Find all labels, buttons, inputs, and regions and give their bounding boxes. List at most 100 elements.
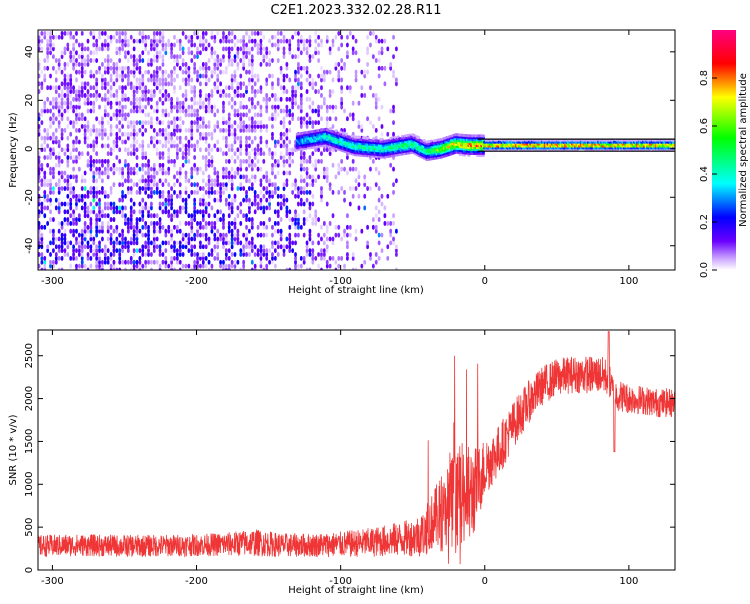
heatmap-cell xyxy=(204,38,208,44)
heatmap-cell xyxy=(242,81,246,87)
heatmap-cell xyxy=(175,240,179,246)
heatmap-cell xyxy=(103,69,107,75)
heatmap-cell xyxy=(196,182,199,188)
heatmap-cell xyxy=(210,69,214,75)
heatmap-cell xyxy=(126,151,130,157)
heatmap-cell xyxy=(150,259,153,265)
heatmap-cell xyxy=(227,201,231,207)
heatmap-cell xyxy=(129,166,133,172)
heatmap-cell xyxy=(239,248,243,254)
heatmap-cell xyxy=(346,232,349,238)
heatmap-cell xyxy=(66,244,70,250)
heatmap-cell xyxy=(118,205,122,211)
heatmap-cell xyxy=(201,73,205,79)
heatmap-cell xyxy=(256,77,260,83)
heatmap-cell xyxy=(233,221,237,226)
heatmap-cell xyxy=(311,182,315,188)
heatmap-cell xyxy=(233,135,237,141)
heatmap-cell xyxy=(314,120,318,126)
heatmap-cell xyxy=(386,131,390,137)
heatmap-cell xyxy=(89,190,93,195)
heatmap-cell xyxy=(288,236,292,242)
heatmap-cell xyxy=(184,209,188,215)
heatmap-cell xyxy=(118,182,122,188)
heatmap-cell xyxy=(46,58,50,63)
heatmap-cell xyxy=(233,34,237,40)
heatmap-cell xyxy=(72,58,75,63)
heatmap-cell xyxy=(40,143,44,149)
heatmap-cell xyxy=(60,170,64,176)
heatmap-cell xyxy=(129,186,133,191)
heatmap-cell xyxy=(325,224,329,230)
heatmap-cell xyxy=(184,69,188,75)
heatmap-cell xyxy=(325,236,329,242)
heatmap-cell xyxy=(103,143,107,149)
heatmap-cell xyxy=(305,174,309,180)
heatmap-cell xyxy=(392,69,395,75)
heatmap-cell xyxy=(239,252,243,257)
heatmap-cell xyxy=(106,205,110,211)
heatmap-cell xyxy=(178,85,182,91)
heatmap-cell xyxy=(54,135,58,141)
heatmap-cell xyxy=(126,73,130,79)
heatmap-cell xyxy=(124,104,127,110)
heatmap-cell xyxy=(46,42,50,48)
heatmap-cell xyxy=(193,244,197,250)
heatmap-cell xyxy=(141,186,145,191)
heatmap-cell xyxy=(98,252,101,257)
heatmap-cell xyxy=(57,65,61,71)
heatmap-cell xyxy=(103,65,107,71)
heatmap-cell xyxy=(276,209,280,215)
heatmap-cell xyxy=(129,217,133,222)
heatmap-cell xyxy=(291,116,295,122)
heatmap-cell xyxy=(374,224,378,230)
heatmap-cell xyxy=(86,244,90,250)
heatmap-cell xyxy=(190,34,194,40)
heatmap-cell xyxy=(43,259,47,265)
heatmap-cell xyxy=(331,240,335,246)
heatmap-cell xyxy=(199,224,202,230)
heatmap-cell xyxy=(83,221,87,226)
heatmap-cell xyxy=(112,62,116,67)
heatmap-cell xyxy=(92,205,96,211)
heatmap-cell xyxy=(132,65,136,71)
heatmap-cell xyxy=(311,178,315,184)
heatmap-cell xyxy=(141,124,145,129)
heatmap-cell xyxy=(181,197,185,203)
heatmap-cell xyxy=(138,69,142,75)
heatmap-cell xyxy=(173,89,176,94)
heatmap-cell xyxy=(193,120,197,126)
heatmap-cell xyxy=(69,34,73,40)
heatmap-cell xyxy=(250,147,254,153)
heatmap-cell xyxy=(126,147,130,153)
heatmap-cell xyxy=(207,182,211,188)
heatmap-cell xyxy=(170,96,173,102)
heatmap-cell xyxy=(40,166,44,172)
heatmap-cell xyxy=(245,232,248,238)
heatmap-cell xyxy=(248,108,251,114)
heatmap-cell xyxy=(308,96,312,102)
heatmap-cell xyxy=(340,186,344,191)
heatmap-cell xyxy=(46,135,50,141)
heatmap-cell xyxy=(43,30,47,36)
heatmap-cell xyxy=(204,124,208,129)
heatmap-cell xyxy=(103,255,107,261)
heatmap-cell xyxy=(164,46,168,52)
heatmap-cell xyxy=(253,162,257,168)
heatmap-cell xyxy=(155,151,159,157)
heatmap-cell xyxy=(374,96,378,102)
heatmap-cell xyxy=(144,155,148,160)
heatmap-cell xyxy=(80,174,84,180)
heatmap-cell xyxy=(262,174,266,180)
heatmap-cell xyxy=(239,120,243,126)
heatmap-cell xyxy=(224,166,228,172)
heatmap-cell xyxy=(170,108,173,114)
heatmap-cell xyxy=(167,93,171,98)
heatmap-cell xyxy=(80,263,84,269)
heatmap-cell xyxy=(273,162,277,168)
heatmap-cell xyxy=(297,213,300,219)
heatmap-cell xyxy=(63,127,67,133)
heatmap-cell xyxy=(57,205,61,211)
heatmap-cell xyxy=(340,58,344,63)
heatmap-cell xyxy=(297,42,300,48)
